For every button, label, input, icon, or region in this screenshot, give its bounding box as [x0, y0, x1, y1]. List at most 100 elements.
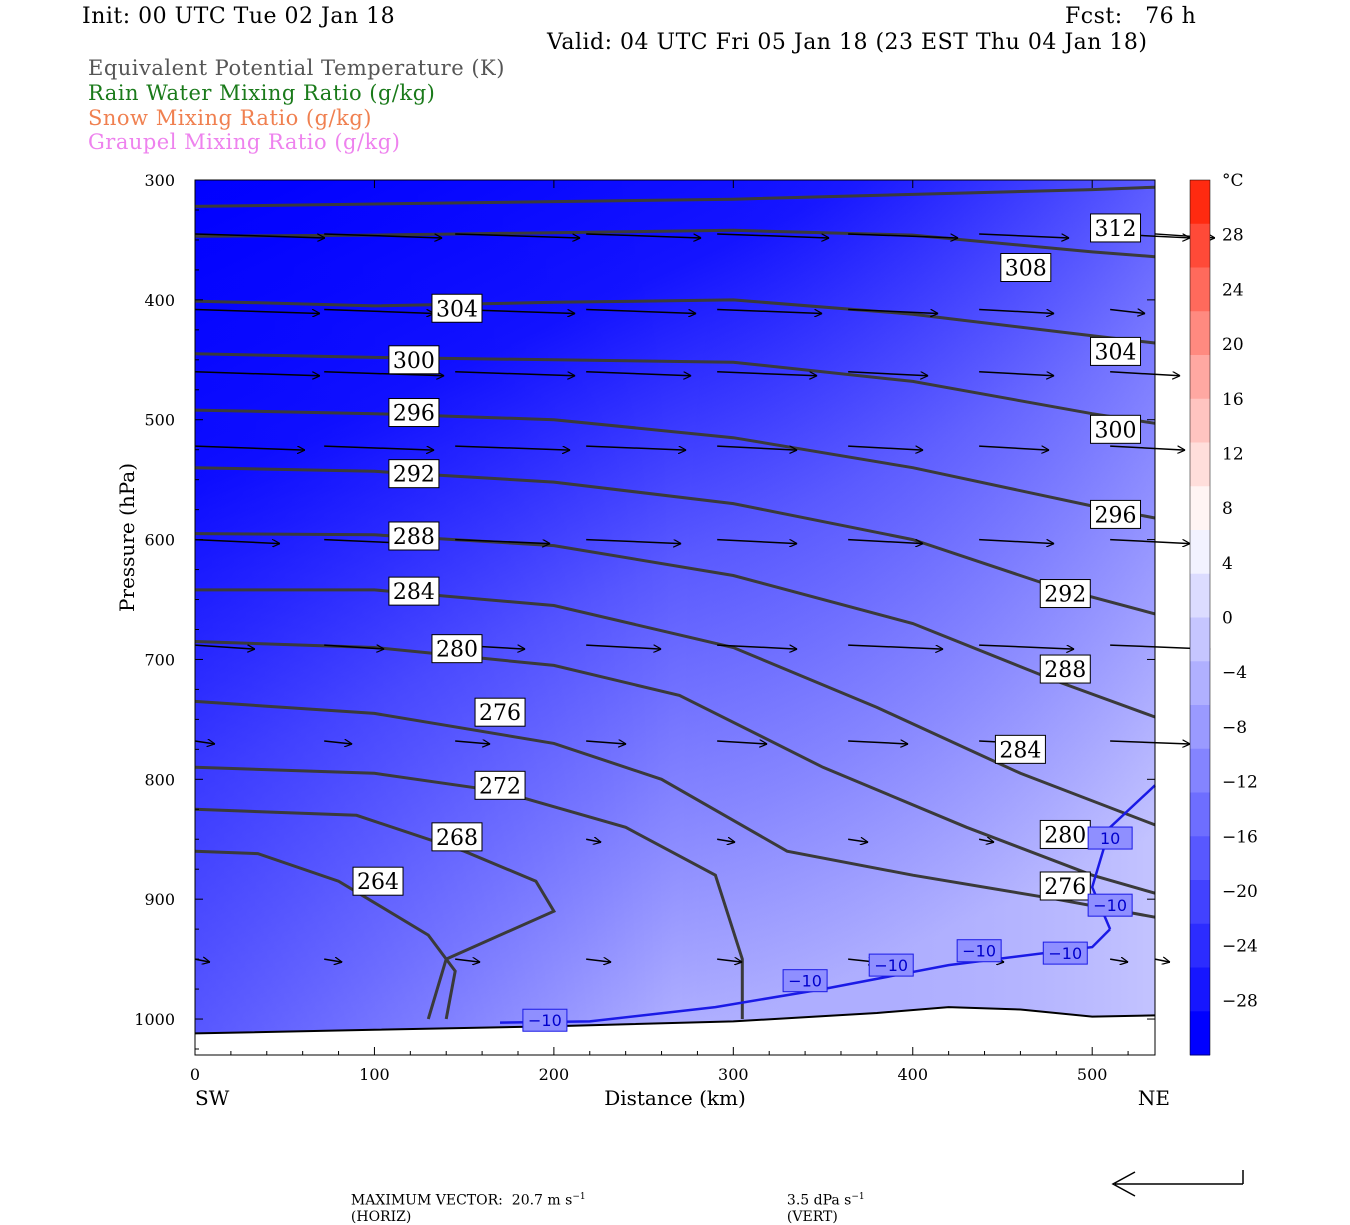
- colorbar-tick-label: −12: [1222, 773, 1258, 793]
- wind-vector: [324, 741, 352, 744]
- temperature-label-box: [868, 953, 914, 977]
- colorbar-tick-label: 24: [1222, 280, 1244, 300]
- y-tick-label: 300: [144, 171, 175, 190]
- wind-vector: [194, 741, 215, 744]
- wind-vector: [194, 445, 305, 450]
- vert-label: (VERT): [786, 1208, 838, 1225]
- wind-vector: [979, 233, 1069, 238]
- colorbar-tick-label: 12: [1222, 444, 1244, 464]
- wind-vector: [1110, 538, 1190, 544]
- colorbar-segment: [1190, 836, 1210, 881]
- theta-e-label-box: [1090, 336, 1142, 366]
- wind-vector: [848, 538, 923, 544]
- theta-e-label: 292: [1044, 583, 1086, 608]
- wind-vector: [586, 959, 611, 962]
- plot-frame: [194, 179, 1156, 1056]
- max-vector-horiz: MAXIMUM VECTOR: 20.7 m s−1 (HORIZ): [350, 1192, 586, 1225]
- y-tick-label: 800: [144, 770, 175, 789]
- y-tick-label: 1000: [134, 1010, 175, 1029]
- wind-vector: [455, 741, 490, 744]
- colorbar-segment: [1190, 1011, 1210, 1056]
- legend-snow: Snow Mixing Ratio (g/kg): [88, 106, 372, 130]
- theta-e-contour-284: [195, 588, 1156, 827]
- wind-vector: [455, 538, 550, 544]
- theta-e-label-box: [1039, 654, 1091, 684]
- wind-vector: [717, 644, 797, 649]
- colorbar-segment: [1190, 617, 1210, 662]
- x-tick-label: 300: [718, 1065, 749, 1084]
- colorbar-segment: [1190, 705, 1210, 750]
- wind-vector: [194, 233, 325, 238]
- x-tick-label: 200: [539, 1065, 570, 1084]
- horiz-label: (HORIZ): [350, 1208, 412, 1225]
- wind-vector: [848, 233, 958, 238]
- colorbar-tick-label: −28: [1222, 991, 1258, 1011]
- temperature-label: −10: [788, 972, 822, 991]
- theta-e-label: 304: [1095, 340, 1137, 365]
- temperature-label-box: [782, 969, 828, 993]
- wind-vector: [455, 445, 570, 450]
- theta-e-label-box: [388, 459, 440, 489]
- y-tick-label: 700: [144, 650, 175, 669]
- wind-vector: [324, 644, 384, 649]
- theta-e-label: 284: [999, 738, 1041, 763]
- x-axis-label: Distance (km): [604, 1086, 746, 1110]
- temperature-label: −10: [1093, 896, 1127, 915]
- theta-e-label-box: [352, 866, 404, 896]
- wind-vector: [717, 839, 735, 842]
- theta-e-label-box: [1090, 213, 1142, 243]
- wind-vector: [455, 959, 480, 962]
- legend-graupel: Graupel Mixing Ratio (g/kg): [88, 130, 401, 154]
- colorbar-tick-label: −20: [1222, 882, 1258, 902]
- theta-e-label-box: [994, 734, 1046, 764]
- init-time: Init: 00 UTC Tue 02 Jan 18: [82, 4, 396, 29]
- colorbar-segment: [1190, 180, 1210, 225]
- theta-e-label: 288: [393, 525, 435, 550]
- wind-vector: [586, 538, 681, 544]
- theta-e-label: 288: [1044, 658, 1086, 683]
- wind-vector: [1110, 445, 1185, 450]
- theta-e-label-box: [1000, 253, 1052, 282]
- theta-e-label: 296: [393, 402, 435, 427]
- wind-vector: [194, 371, 320, 376]
- temperature-label-box: [522, 1008, 568, 1032]
- vert-value: 3.5 dPa s: [786, 1192, 852, 1209]
- temperature-label: 10: [1100, 829, 1120, 848]
- y-tick-label: 500: [144, 411, 175, 430]
- wind-vector: [848, 741, 908, 744]
- theta-e-label-box: [1090, 499, 1142, 529]
- y-tick-label: 400: [144, 291, 175, 310]
- wind-vector: [324, 959, 342, 962]
- theta-e-label: 280: [436, 638, 478, 663]
- theta-e-label: 276: [479, 701, 521, 726]
- theta-e-label: 284: [393, 580, 435, 605]
- colorbar-segment: [1190, 398, 1210, 443]
- legend-rain-water: Rain Water Mixing Ratio (g/kg): [88, 81, 436, 105]
- theta-e-label: 312: [1095, 217, 1137, 242]
- wind-vector: [848, 839, 868, 842]
- theta-e-label-box: [431, 822, 483, 852]
- theta-e-contour-312: [194, 185, 1156, 208]
- wind-vector: [1110, 371, 1180, 376]
- colorbar-segment: [1190, 792, 1210, 837]
- theta-e-label-box: [474, 697, 526, 727]
- theta-e-contour-280: [194, 640, 1156, 895]
- theta-e-label-box: [388, 398, 440, 428]
- y-axis-label: Pressure (hPa): [115, 463, 139, 612]
- wind-vector: [979, 445, 1049, 450]
- theta-e-label: 304: [436, 297, 478, 322]
- wind-vector: [979, 371, 1054, 376]
- colorbar-frame: [1189, 179, 1211, 1056]
- wind-vector: [194, 644, 255, 649]
- wind-vector: [1110, 309, 1145, 313]
- colorbar-tick-label: 16: [1222, 390, 1244, 410]
- theta-e-label-box: [1039, 871, 1091, 901]
- cross-section-chart: 3123083043043003002962962922922882882842…: [115, 171, 1258, 1197]
- wind-vector: [717, 445, 797, 450]
- wind-vector: [717, 741, 767, 744]
- colorbar-segment: [1190, 923, 1210, 968]
- temperature-label: −10: [962, 942, 996, 961]
- wind-vector: [848, 371, 928, 376]
- max-vector-vert: 3.5 dPa s−1 (VERT): [786, 1192, 865, 1225]
- valid-time: Valid: 04 UTC Fri 05 Jan 18 (23 EST Thu …: [547, 30, 1148, 55]
